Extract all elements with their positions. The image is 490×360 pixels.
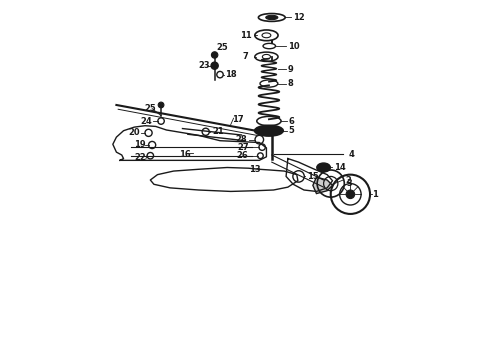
Ellipse shape xyxy=(255,125,283,136)
Text: 13: 13 xyxy=(249,166,261,175)
Text: 12: 12 xyxy=(293,13,305,22)
Text: 20: 20 xyxy=(128,129,140,138)
Text: 22: 22 xyxy=(134,153,146,162)
Text: 15: 15 xyxy=(307,172,318,181)
Text: 11: 11 xyxy=(240,31,251,40)
Text: 6: 6 xyxy=(289,117,294,126)
Ellipse shape xyxy=(266,15,278,20)
Text: 10: 10 xyxy=(288,41,299,50)
Text: 7: 7 xyxy=(242,52,248,61)
Circle shape xyxy=(158,102,164,108)
Text: 25: 25 xyxy=(217,43,228,52)
Text: 28: 28 xyxy=(235,135,246,144)
Text: 19: 19 xyxy=(134,140,146,149)
Text: 9: 9 xyxy=(288,65,294,74)
Text: 18: 18 xyxy=(225,70,237,79)
Text: 25: 25 xyxy=(144,104,156,113)
Text: 4: 4 xyxy=(348,150,354,159)
Ellipse shape xyxy=(317,163,330,172)
Polygon shape xyxy=(313,177,333,194)
Text: 1: 1 xyxy=(372,190,378,199)
Text: 17: 17 xyxy=(232,116,244,125)
Text: 3: 3 xyxy=(347,179,353,188)
Circle shape xyxy=(211,52,218,58)
Text: 2: 2 xyxy=(345,176,351,185)
Text: 14: 14 xyxy=(334,163,345,172)
Circle shape xyxy=(211,62,218,69)
Text: 23: 23 xyxy=(198,61,210,70)
Text: 27: 27 xyxy=(238,143,249,152)
Text: 16: 16 xyxy=(179,150,191,159)
Text: 21: 21 xyxy=(212,127,224,136)
Text: 24: 24 xyxy=(140,117,152,126)
Text: 5: 5 xyxy=(289,126,294,135)
Text: 8: 8 xyxy=(288,79,294,88)
Circle shape xyxy=(346,190,355,199)
Text: 26: 26 xyxy=(236,151,248,160)
